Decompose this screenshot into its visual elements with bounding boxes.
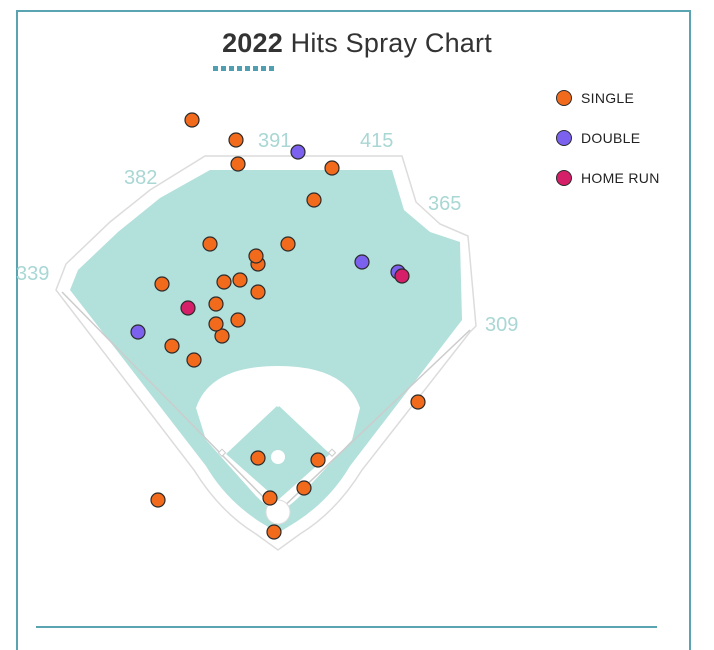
single-point bbox=[154, 276, 170, 292]
single-point bbox=[186, 352, 202, 368]
first-base bbox=[327, 448, 337, 457]
distance-label-lf-line: 339 bbox=[16, 263, 49, 285]
legend-label: SINGLE bbox=[581, 90, 635, 106]
single-point bbox=[280, 236, 296, 252]
legend-label: HOME RUN bbox=[581, 170, 660, 186]
single-point bbox=[306, 192, 322, 208]
double-point bbox=[290, 144, 306, 160]
chart-title: 2022 Hits Spray Chart bbox=[0, 28, 714, 59]
single-point bbox=[228, 132, 244, 148]
home-run-point bbox=[394, 268, 410, 284]
single-point bbox=[324, 160, 340, 176]
right-foul-line bbox=[277, 329, 471, 513]
distance-label-cf: 415 bbox=[360, 130, 393, 152]
single-point bbox=[150, 492, 166, 508]
single-point bbox=[410, 394, 426, 410]
legend-label: DOUBLE bbox=[581, 130, 641, 146]
single-point bbox=[202, 236, 218, 252]
single-point bbox=[208, 296, 224, 312]
single-point bbox=[232, 272, 248, 288]
single-point bbox=[248, 248, 264, 264]
single-point bbox=[164, 338, 180, 354]
legend: SINGLE DOUBLE HOME RUN bbox=[556, 88, 660, 208]
double-point bbox=[354, 254, 370, 270]
single-point bbox=[230, 312, 246, 328]
single-point bbox=[266, 524, 282, 540]
legend-swatch-double bbox=[556, 130, 572, 146]
single-point bbox=[250, 284, 266, 300]
single-point bbox=[208, 316, 224, 332]
legend-swatch-single bbox=[556, 90, 572, 106]
single-point bbox=[310, 452, 326, 468]
title-underline bbox=[213, 66, 277, 71]
single-point bbox=[250, 450, 266, 466]
distance-label-lf: 382 bbox=[124, 167, 157, 189]
single-point bbox=[184, 112, 200, 128]
legend-item-single: SINGLE bbox=[556, 88, 660, 108]
single-point bbox=[262, 490, 278, 506]
distance-label-rcf: 365 bbox=[428, 193, 461, 215]
single-point bbox=[296, 480, 312, 496]
legend-item-home-run: HOME RUN bbox=[556, 168, 660, 188]
title-text: Hits Spray Chart bbox=[282, 28, 492, 58]
home-run-point bbox=[180, 300, 196, 316]
left-foul-line bbox=[61, 291, 279, 513]
single-point bbox=[230, 156, 246, 172]
distance-label-lcf: 391 bbox=[258, 130, 291, 152]
single-point bbox=[214, 328, 230, 344]
legend-item-double: DOUBLE bbox=[556, 128, 660, 148]
pitchers-mound bbox=[271, 450, 285, 464]
third-base bbox=[217, 448, 227, 457]
double-point bbox=[130, 324, 146, 340]
hit-points bbox=[130, 112, 426, 540]
legend-swatch-home-run bbox=[556, 170, 572, 186]
bottom-rule bbox=[36, 626, 657, 628]
second-base bbox=[273, 398, 283, 408]
home-plate-area bbox=[265, 499, 291, 525]
single-point bbox=[216, 274, 232, 290]
title-year: 2022 bbox=[222, 28, 283, 58]
distance-label-rf-line: 309 bbox=[485, 314, 518, 336]
